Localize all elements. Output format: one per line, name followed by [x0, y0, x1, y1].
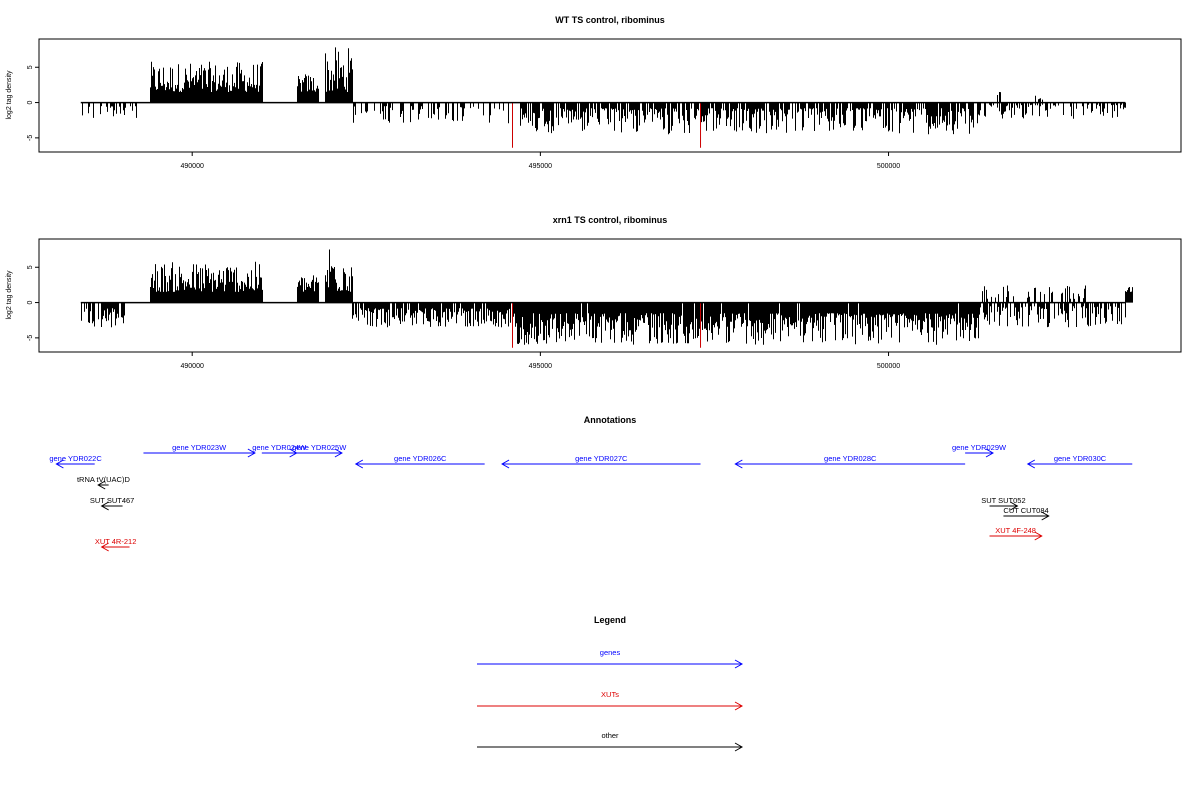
annotation-feature: CUT CUT084 [1003, 506, 1050, 521]
arrow-head [100, 501, 109, 511]
feature-label: gene YDR025W [292, 443, 347, 452]
annotation-feature: gene YDR022C [49, 454, 102, 469]
annotation-feature: gene YDR030C [1026, 454, 1133, 469]
y-axis-label: log2 tag density [6, 270, 13, 320]
x-tick-label: 500000 [877, 363, 900, 370]
feature-label: gene YDR026C [394, 454, 447, 463]
signal-bar-path [81, 249, 1133, 345]
arrow-head [334, 448, 343, 458]
arrow-head [354, 459, 364, 469]
feature-label: gene YDR029W [952, 443, 1007, 452]
legend-items: genes XUTs other [477, 648, 744, 752]
legend-item: genes [477, 648, 744, 669]
x-tick-label: 495000 [529, 163, 552, 170]
annotation-feature: gene YDR025W [292, 443, 347, 458]
signal-bars [80, 249, 1133, 348]
panel-wt: WT TS control, ribominus log2 tag densit… [6, 15, 1182, 170]
y-tick-label: 0 [27, 301, 34, 305]
feature-label: tRNA tV(UAC)D [77, 475, 131, 484]
feature-label: XUT 4R-212 [95, 537, 137, 546]
annotation-feature: tRNA tV(UAC)D [77, 475, 131, 490]
feature-label: gene YDR030C [1054, 454, 1107, 463]
legend-item: XUTs [477, 690, 744, 711]
feature-label: CUT CUT084 [1003, 506, 1048, 515]
legend-title: Legend [594, 615, 626, 625]
y-tick-label: 0 [27, 101, 34, 105]
signal-bars [80, 47, 1126, 148]
arrow-head [1034, 531, 1043, 541]
y-axis-label: log2 tag density [6, 70, 13, 120]
arrow-head [1041, 511, 1050, 521]
annotations-title: Annotations [584, 415, 637, 425]
feature-label: gene YDR024W [252, 443, 307, 452]
arrow-head [100, 542, 109, 552]
annotations-panel: Annotations gene YDR022C gene YDR023W gene… [49, 415, 1133, 552]
x-tick-label: 490000 [181, 163, 204, 170]
arrow-head [247, 448, 256, 458]
y-tick-label: 5 [27, 65, 34, 69]
y-tick-label: -5 [27, 135, 34, 141]
plot-frame [38, 38, 1182, 153]
arrow-head [734, 659, 744, 669]
arrow-head [734, 742, 744, 752]
plot-frame [38, 238, 1182, 353]
feature-label: SUT SUT052 [981, 496, 1025, 505]
annotation-feature: gene YDR023W [143, 443, 256, 458]
annotation-feature: gene YDR027C [501, 454, 701, 469]
legend: Legend genes XUTs other [477, 615, 744, 752]
arrow-head [985, 448, 994, 458]
feature-label: gene YDR027C [575, 454, 628, 463]
panel-title: WT TS control, ribominus [555, 15, 665, 25]
y-tick-label: -5 [27, 335, 34, 341]
annotation-feature: SUT SUT467 [90, 496, 134, 511]
arrow-head [97, 480, 106, 490]
feature-label: SUT SUT467 [90, 496, 134, 505]
arrow-head [1010, 501, 1019, 511]
legend-label: genes [600, 648, 621, 657]
arrow-head [289, 448, 298, 458]
panel-title: xrn1 TS control, ribominus [553, 215, 668, 225]
arrow-head [734, 701, 744, 711]
feature-label: gene YDR023W [172, 443, 227, 452]
annotation-feature: gene YDR024W [252, 443, 307, 458]
annotation-feature: SUT SUT052 [981, 496, 1026, 511]
feature-label: gene YDR028C [824, 454, 877, 463]
x-tick-label: 495000 [529, 363, 552, 370]
feature-label: XUT 4F-248 [995, 526, 1036, 535]
x-tick-label: 490000 [181, 363, 204, 370]
arrow-head [1026, 459, 1036, 469]
arrow-head [55, 459, 64, 469]
legend-item: other [477, 731, 744, 752]
annotation-feature: gene YDR028C [734, 454, 966, 469]
signal-bar-path [82, 47, 1126, 135]
legend-label: other [601, 731, 619, 740]
axes: -5 0 5 490000 495000 500000 [27, 265, 900, 370]
axes: -5 0 5 490000 495000 500000 [27, 65, 900, 170]
annotation-feature: XUT 4F-248 [989, 526, 1043, 541]
arrow-head [501, 459, 510, 469]
annotation-feature: gene YDR029W [952, 443, 1007, 458]
feature-label: gene YDR022C [49, 454, 102, 463]
y-tick-label: 5 [27, 265, 34, 269]
panel-xrn1: xrn1 TS control, ribominus log2 tag dens… [6, 215, 1182, 370]
annotation-feature: XUT 4R-212 [95, 537, 137, 552]
x-tick-label: 500000 [877, 163, 900, 170]
annotation-feature: gene YDR026C [354, 454, 485, 469]
legend-label: XUTs [601, 690, 619, 699]
arrow-head [734, 459, 743, 469]
